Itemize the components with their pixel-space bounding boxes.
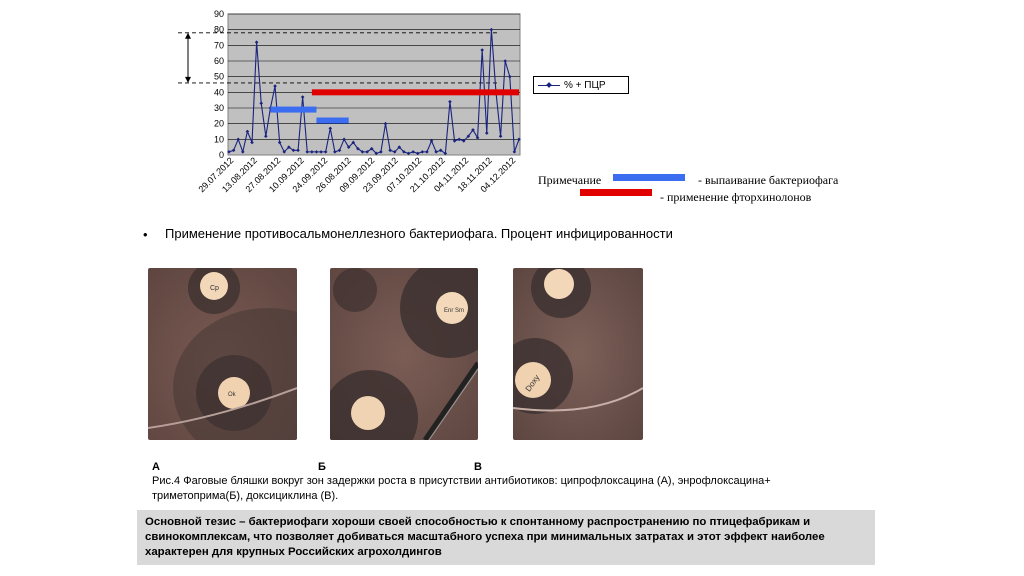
data-point-42 [420, 150, 425, 154]
data-point-41 [415, 151, 420, 156]
photo-label-b: Б [318, 461, 326, 473]
data-point-22 [328, 126, 333, 131]
y-tick-label-3: 30 [214, 103, 224, 113]
y-tick-label-6: 60 [214, 56, 224, 66]
series-line [228, 29, 520, 155]
data-point-59 [498, 134, 503, 138]
note-blue-bar [613, 174, 685, 181]
photo-label-a: А [152, 461, 160, 473]
data-point-38 [402, 150, 406, 154]
treatment-bar-1 [316, 117, 349, 124]
data-point-34 [383, 121, 388, 126]
data-point-40 [411, 150, 415, 154]
note-title: Примечание [538, 173, 602, 187]
data-point-55 [480, 48, 484, 52]
data-point-27 [351, 140, 356, 145]
photo-b: Enr Sm [330, 268, 478, 440]
y-tick-label-9: 90 [214, 9, 224, 19]
photo-label-c: В [474, 461, 482, 473]
data-point-23 [333, 150, 337, 154]
data-point-45 [434, 150, 438, 154]
data-point-17 [305, 150, 310, 154]
data-point-52 [466, 134, 471, 138]
data-point-11 [277, 140, 282, 145]
y-tick-label-4: 40 [214, 87, 224, 97]
data-point-15 [296, 148, 300, 153]
data-point-60 [503, 59, 507, 63]
data-point-1 [231, 148, 236, 153]
y-tick-label-5: 50 [214, 72, 224, 82]
data-point-5 [250, 140, 254, 145]
data-point-24 [337, 148, 342, 153]
data-point-47 [443, 151, 448, 156]
y-tick-label-8: 80 [214, 25, 224, 35]
treatment-bar-2 [311, 89, 519, 96]
arrow-head-down-icon [185, 76, 191, 83]
data-point-57 [489, 27, 494, 32]
data-point-19 [314, 150, 319, 154]
data-point-8 [264, 134, 268, 138]
data-point-20 [319, 150, 323, 154]
photo-a: Ср Ok [148, 268, 297, 440]
legend-marker-icon [538, 80, 560, 90]
infection-chart: 010203040506070809029.07.201213.08.20122… [178, 9, 521, 194]
disk-text-a2: Ok [228, 392, 237, 398]
y-tick-label-7: 70 [214, 40, 224, 50]
data-point-32 [374, 151, 379, 156]
data-point-26 [346, 145, 351, 149]
figure-caption: Рис.4 Фаговые бляшки вокруг зон задержки… [152, 475, 771, 502]
data-point-0 [227, 150, 231, 154]
disk-text-b: Enr Sm [444, 308, 464, 314]
thesis-box: Основной тезис – бактериофаги хороши сво… [137, 510, 875, 565]
data-point-36 [392, 150, 397, 154]
data-point-56 [484, 131, 489, 135]
data-point-39 [406, 151, 411, 156]
data-point-50 [457, 137, 461, 142]
data-point-16 [300, 95, 305, 99]
note-blue-label: - выпаивание бактериофага [698, 173, 839, 187]
data-point-46 [438, 148, 443, 153]
data-point-53 [471, 128, 475, 132]
data-point-28 [356, 146, 360, 151]
data-point-49 [452, 139, 457, 143]
disk-text-a1: Ср [210, 285, 219, 292]
data-point-6 [254, 40, 259, 44]
data-point-37 [397, 145, 402, 149]
data-point-21 [323, 150, 328, 154]
bullet-icon: • [143, 227, 148, 242]
data-point-14 [291, 148, 296, 153]
data-point-51 [461, 139, 466, 143]
arrow-head-up-icon [185, 32, 191, 39]
legend-label: % + ПЦР [564, 79, 606, 91]
plot-area [227, 13, 521, 156]
data-point-35 [388, 148, 392, 153]
photo-c: Doxy [513, 268, 643, 440]
data-point-31 [369, 146, 374, 151]
data-point-3 [241, 150, 245, 154]
data-point-44 [429, 139, 434, 143]
y-tick-label-2: 20 [214, 119, 224, 129]
data-point-7 [259, 101, 264, 106]
data-point-12 [282, 150, 287, 154]
data-point-25 [342, 137, 346, 142]
y-tick-label-1: 10 [214, 134, 224, 144]
data-point-43 [425, 150, 429, 154]
bullet-text: Применение противосальмонеллезного бакте… [165, 226, 673, 241]
data-point-33 [379, 150, 383, 154]
data-point-30 [365, 150, 369, 154]
data-point-61 [507, 74, 512, 79]
data-point-29 [360, 150, 365, 154]
data-point-10 [273, 84, 277, 88]
data-point-54 [475, 135, 480, 140]
data-point-18 [310, 150, 314, 154]
note-red-bar [580, 189, 652, 196]
chart-legend: % + ПЦР [533, 76, 629, 94]
data-point-48 [448, 99, 452, 104]
data-point-13 [287, 145, 291, 149]
y-tick-label-0: 0 [219, 150, 224, 160]
note-red-label: - применение фторхинолонов [660, 190, 812, 204]
data-point-62 [512, 150, 517, 154]
treatment-bar-0 [270, 106, 317, 113]
